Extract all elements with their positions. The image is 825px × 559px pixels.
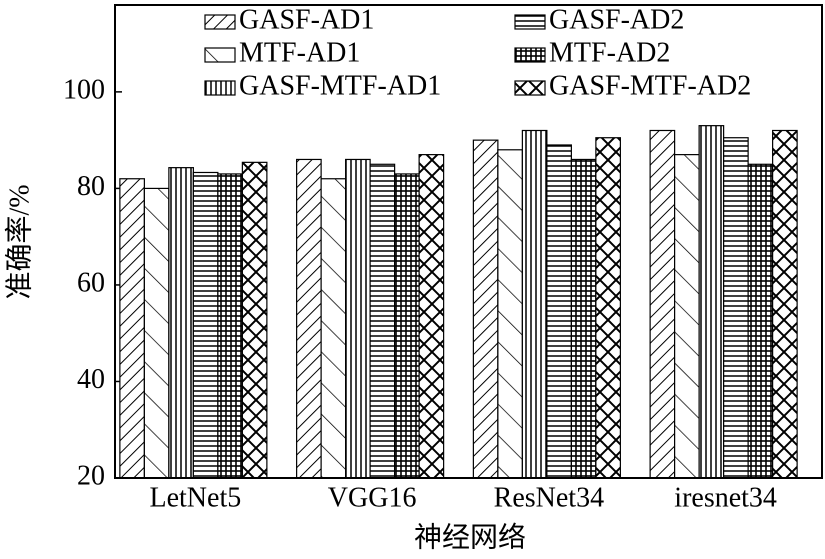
x-tick-label: iresnet34: [674, 482, 777, 513]
bar: [394, 173, 420, 479]
bar: [143, 187, 170, 479]
bar: [320, 178, 347, 479]
x-tick-label: LetNet5: [150, 482, 242, 513]
legend-swatch: [514, 14, 546, 30]
bar: [296, 158, 322, 479]
bar: [649, 129, 676, 479]
x-tick-label: ResNet34: [494, 482, 604, 513]
bar: [546, 144, 572, 479]
plot-frame: [114, 4, 823, 479]
x-axis-label: 神经网络: [414, 521, 526, 553]
bar: [570, 158, 597, 479]
y-tick-label: 80: [77, 171, 105, 202]
legend-label: GASF-AD1: [239, 4, 374, 35]
x-tick-label: VGG16: [328, 482, 417, 513]
bar: [723, 137, 749, 479]
bar: [521, 129, 548, 479]
legend-label: MTF-AD2: [549, 37, 670, 68]
bar: [369, 163, 396, 479]
bar: [747, 163, 774, 479]
y-tick-label: 20: [77, 460, 105, 491]
legend-label: GASF-MTF-AD1: [239, 70, 441, 101]
y-tick-label: 40: [77, 364, 105, 395]
legend-swatch: [514, 47, 546, 63]
bar: [497, 149, 523, 479]
y-axis-label: 准确率/%: [3, 184, 35, 299]
bar: [241, 161, 268, 479]
bar: [192, 171, 219, 479]
y-tick-label: 60: [77, 267, 105, 298]
legend-swatch: [204, 47, 236, 63]
legend-label: GASF-MTF-AD2: [549, 70, 751, 101]
bar: [345, 158, 371, 479]
bar: [217, 173, 243, 479]
bar: [674, 154, 700, 479]
legend-swatch: [204, 80, 236, 96]
bar: [119, 178, 145, 479]
bar: [168, 167, 194, 479]
legend-swatch: [204, 14, 236, 30]
y-tick-label: 100: [63, 74, 105, 105]
bar: [772, 129, 798, 479]
legend-swatch: [514, 80, 546, 96]
legend-label: GASF-AD2: [549, 4, 684, 35]
bar: [472, 139, 499, 479]
legend-label: MTF-AD1: [239, 37, 360, 68]
bar: [595, 137, 621, 479]
bar: [698, 125, 725, 479]
bar: [418, 154, 445, 479]
